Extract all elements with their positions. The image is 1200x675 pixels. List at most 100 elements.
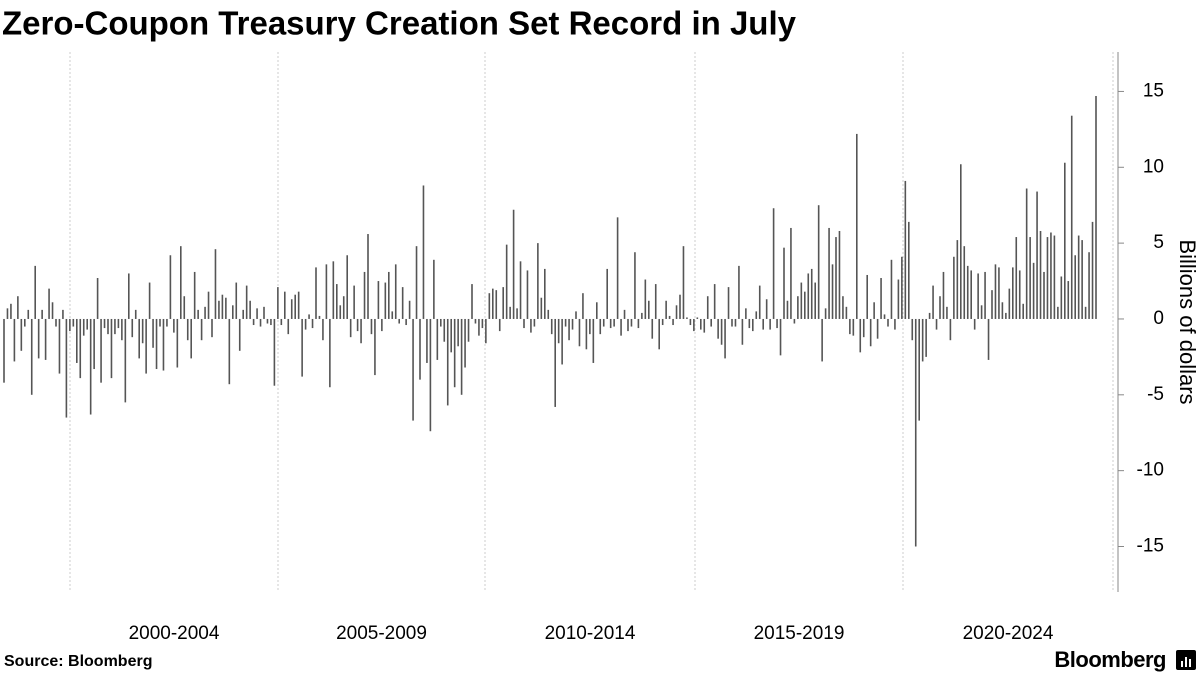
bar [55,318,57,327]
bar [630,318,633,327]
bar [315,267,317,319]
bar [616,217,619,319]
bar [1084,306,1087,319]
bar [377,281,380,319]
bar [814,282,816,319]
bar [207,291,210,319]
bar [346,255,348,319]
bar [686,317,688,319]
bar [294,294,296,319]
bar [110,318,113,379]
bar [79,318,82,379]
bar [221,294,224,319]
bar [942,271,945,319]
bar [960,164,962,319]
bar [86,318,88,330]
bar [793,318,796,324]
bar [284,291,286,319]
bar [533,318,536,327]
bar [394,264,397,319]
bar [526,270,529,319]
bar [693,318,695,332]
bar [804,291,806,319]
bar [370,318,373,335]
bar [758,285,761,319]
bar [544,268,546,319]
bar [956,240,959,319]
bar [162,318,165,371]
bar [152,318,154,348]
bar [866,274,868,319]
bar [862,318,865,338]
bar [339,305,342,319]
bar [412,318,414,421]
bar [301,318,303,377]
bar [166,318,168,327]
bar [932,285,934,319]
bar [72,318,75,327]
bar [717,318,719,339]
bar [523,318,525,329]
bar [1077,235,1080,319]
bar [953,256,955,319]
bar [596,302,598,319]
bar [790,227,792,319]
bar [58,318,61,374]
bar [245,285,248,319]
bar [1070,115,1073,319]
bar [495,290,498,319]
bar [27,309,30,319]
bar [419,318,421,380]
bar [682,246,685,319]
y-tick-label: -10 [1137,460,1164,481]
bar [634,252,636,319]
bar [921,318,924,362]
bar [1057,306,1059,319]
x-tick-label: 2015-2019 [754,623,845,644]
bar [734,318,737,327]
bar [422,185,425,319]
bar [89,318,92,415]
bar [145,318,147,374]
bar [478,318,480,336]
y-tick-label: 15 [1143,80,1164,101]
x-tick-label: 2010-2014 [545,623,636,644]
bar [578,318,581,347]
bar [415,246,418,319]
x-tick-label: 2005-2009 [336,623,427,644]
bar [460,318,463,395]
bar [363,271,366,319]
bar [873,302,875,319]
bar [609,318,612,329]
bar [1064,162,1066,319]
bar [211,318,213,338]
bar [627,318,629,332]
bar [876,318,879,339]
bar [273,318,276,386]
bar [148,282,151,319]
bar [51,302,54,319]
bar [783,247,785,319]
bar [429,318,432,432]
bar [557,318,560,344]
bar [467,318,470,342]
bar [1088,252,1090,319]
chart-title: Zero-Coupon Treasury Creation Set Record… [2,5,797,42]
bar [325,264,328,319]
bar [263,306,265,319]
bar [336,284,338,319]
bar [713,284,716,319]
bar [446,318,449,406]
bar [977,273,979,319]
bar [779,318,782,356]
bar [901,256,903,319]
bar [124,318,127,403]
bar [568,318,570,341]
bar [1029,237,1031,319]
bar [1036,191,1038,319]
bar [498,318,501,332]
bar [405,318,407,326]
bar [1039,230,1042,319]
bar [225,297,227,319]
